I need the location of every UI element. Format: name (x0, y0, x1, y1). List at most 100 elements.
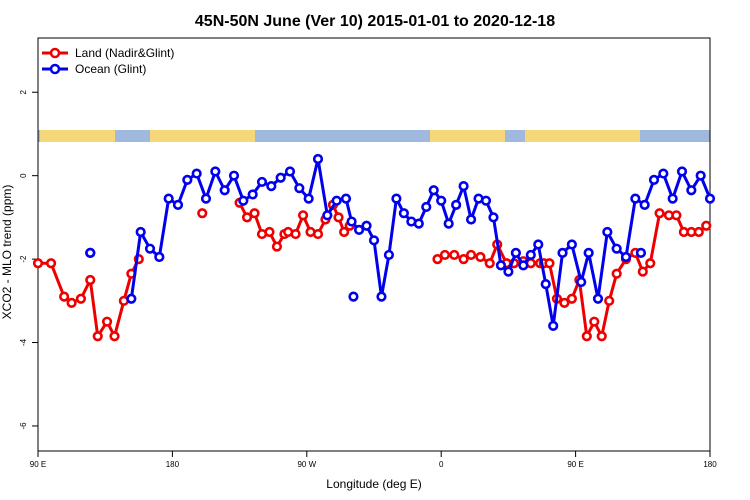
ocean-point (566, 239, 577, 250)
land-point (484, 258, 495, 269)
ocean-point (533, 239, 544, 250)
ocean-point (391, 193, 402, 204)
legend: Land (Nadir&Glint) Ocean (Glint) (42, 46, 174, 76)
y-axis-label: XCO2 - MLO trend (ppm) (0, 185, 14, 320)
ocean-point (576, 276, 587, 288)
land-point (458, 254, 469, 265)
land-point (92, 331, 103, 342)
land-series-line (436, 211, 708, 338)
ocean-point (219, 185, 230, 196)
land-point (671, 210, 682, 221)
ocean-point (540, 279, 551, 290)
legend-ocean-marker (49, 63, 61, 75)
y-axis: -6 -4 -2 0 2 (19, 89, 38, 430)
ocean-point (583, 247, 594, 258)
ocean-point (182, 174, 193, 185)
ocean-point (686, 185, 697, 196)
ocean-point (135, 226, 146, 238)
ocean-point (376, 291, 387, 302)
land-point (475, 251, 486, 263)
plot-frame (37, 37, 711, 452)
ocean-point (436, 195, 447, 206)
ocean-point (210, 166, 221, 177)
land-point (101, 316, 113, 327)
ocean-point (340, 193, 352, 204)
land-point (611, 268, 622, 279)
ocean-point (428, 185, 439, 196)
ocean-point (676, 166, 688, 177)
land-point (544, 258, 555, 269)
ocean-isolated-point (348, 291, 359, 302)
series-group (32, 153, 716, 342)
land-point (465, 249, 477, 261)
land-point (249, 208, 260, 219)
y-tick-label: -4 (19, 338, 28, 346)
ocean-point (557, 247, 568, 258)
ocean-point (658, 168, 669, 179)
land-point (59, 291, 70, 302)
ocean-point (611, 243, 622, 254)
ocean-point (630, 193, 641, 204)
ocean-point (294, 183, 305, 194)
land-point (241, 212, 253, 223)
ocean-point (191, 168, 202, 179)
ocean-point (322, 210, 333, 221)
ocean-point (620, 251, 632, 263)
ocean-point (275, 172, 286, 183)
ocean-point (346, 216, 357, 227)
land-point (604, 295, 615, 306)
ocean-point (200, 193, 212, 204)
y-tick-label: 2 (19, 89, 28, 94)
x-axis: 90 E 180 90 W 0 90 E 180 (30, 451, 717, 469)
x-tick-label: 180 (703, 460, 717, 469)
land-point (645, 258, 656, 269)
legend-ocean-label: Ocean (Glint) (75, 62, 146, 76)
land-point (637, 266, 648, 277)
strip-land (430, 130, 445, 142)
strip-ocean (38, 130, 40, 142)
ocean-point (495, 260, 507, 271)
land-point (85, 274, 96, 286)
land-point (197, 208, 208, 219)
land-point (432, 254, 443, 265)
ocean-point (695, 170, 706, 181)
ocean-point (548, 320, 559, 331)
ocean-point (238, 195, 249, 206)
strip-ocean (115, 130, 150, 142)
land-point (596, 331, 607, 342)
land-point (333, 212, 344, 223)
ocean-point (361, 220, 372, 231)
ocean-point (443, 218, 454, 229)
land-point (109, 331, 120, 342)
y-tick-label: -2 (19, 255, 28, 263)
strip-ocean (255, 130, 430, 142)
strip-ocean (640, 130, 710, 142)
ocean-point (465, 214, 477, 225)
legend-land-marker (49, 47, 61, 59)
land-point (339, 226, 350, 238)
land-point (45, 258, 57, 269)
land-point (449, 249, 460, 261)
ocean-point (266, 180, 277, 192)
ocean-point (413, 218, 424, 229)
ocean-point (518, 260, 529, 271)
y-tick-label: -6 (19, 422, 28, 430)
y-tick-label: 0 (19, 173, 28, 178)
ocean-point (458, 180, 469, 192)
land-point (693, 226, 704, 238)
land-point (559, 297, 570, 309)
land-point (264, 226, 275, 238)
land-point (581, 331, 592, 342)
land-point (66, 297, 77, 309)
ocean-point (172, 199, 184, 210)
land-point (701, 220, 712, 231)
ocean-point (228, 170, 240, 181)
ocean-point (383, 249, 395, 261)
ocean-point (648, 174, 660, 185)
ocean-point (154, 251, 165, 263)
ocean-point (488, 212, 499, 223)
land-point (290, 228, 301, 240)
ocean-series-line (129, 157, 712, 328)
land-point (654, 208, 665, 219)
